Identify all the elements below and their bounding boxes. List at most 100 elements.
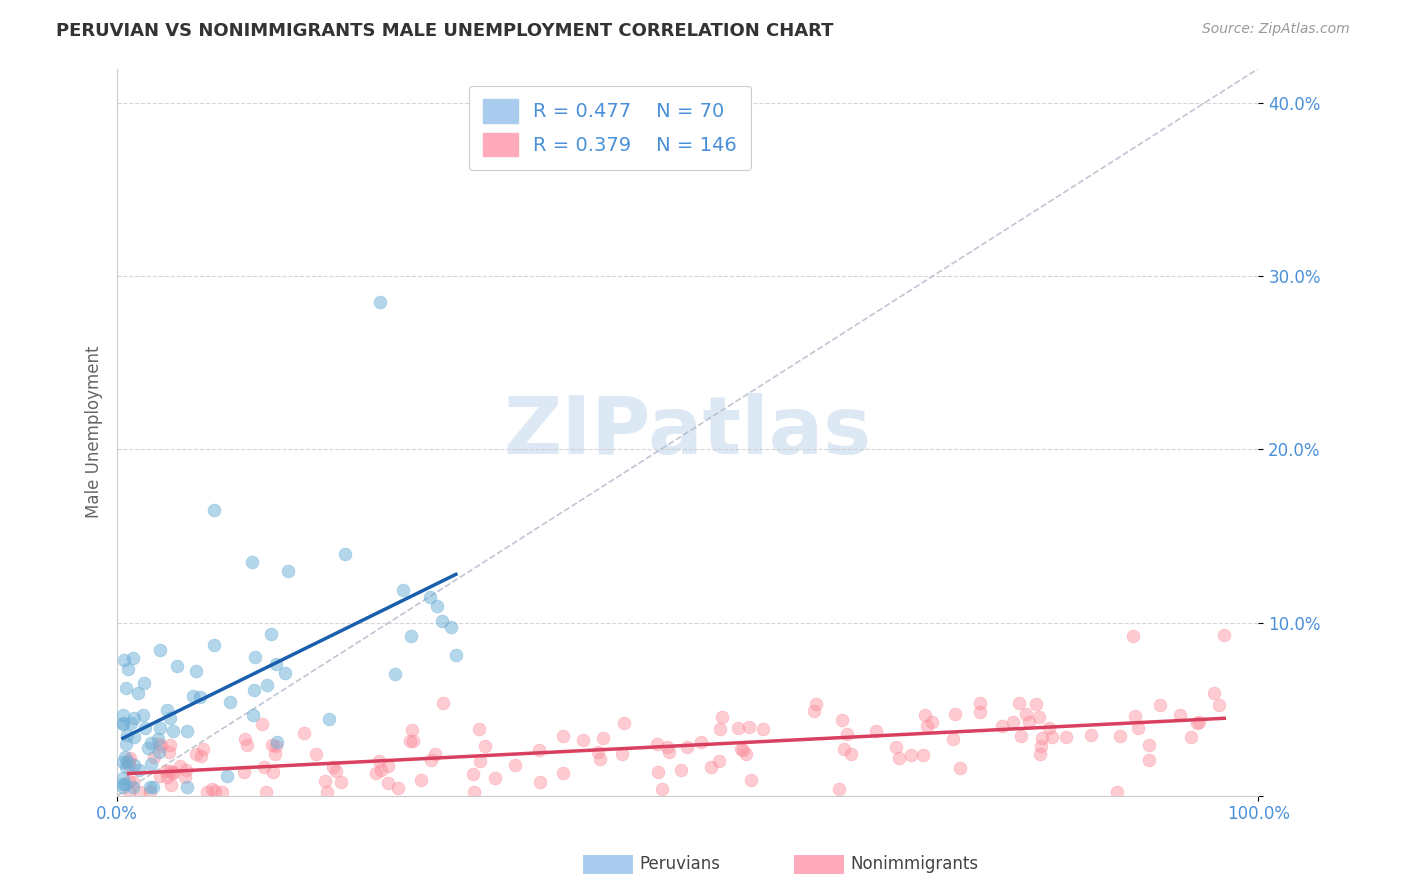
Point [117,758,139,772]
Point [186,747,208,761]
Point [839,747,862,761]
Point [1137,738,1160,752]
Point [142,780,165,794]
Point [1080,728,1102,742]
Point [138,741,160,756]
Point [889,751,911,765]
Text: ZIPatlas: ZIPatlas [503,393,872,471]
Point [392,582,415,597]
Point [917,718,939,732]
Point [969,696,991,710]
Point [188,690,211,705]
Point [274,666,297,681]
Point [990,719,1012,733]
Point [1029,747,1052,762]
Text: Source: ZipAtlas.com: Source: ZipAtlas.com [1202,22,1350,37]
Point [651,781,673,796]
Point [260,738,283,752]
Point [731,742,754,756]
Point [738,720,761,734]
Point [1204,685,1226,699]
Point [831,713,853,727]
Point [613,716,636,731]
Point [730,742,752,756]
Point [884,740,907,755]
Point [115,755,138,769]
Point [484,771,506,785]
Point [900,748,922,763]
Point [159,710,181,724]
Point [368,755,391,769]
Point [134,721,156,735]
Point [120,715,142,730]
Point [333,547,356,561]
Point [292,725,315,739]
Point [150,739,173,753]
Point [647,765,669,780]
Point [155,764,177,778]
Point [253,760,276,774]
Point [139,780,162,794]
Point [162,764,184,779]
Point [128,764,150,778]
Point [1025,697,1047,711]
Point [120,750,142,764]
Point [463,785,485,799]
Point [865,723,887,738]
Point [115,737,138,751]
Point [132,676,155,690]
Point [655,740,678,755]
Point [1168,708,1191,723]
Point [612,747,634,761]
Point [254,785,277,799]
Point [419,591,441,605]
Point [645,737,668,751]
Point [129,785,152,799]
Point [461,767,484,781]
Point [1126,721,1149,735]
Point [669,763,692,777]
Point [122,650,145,665]
Point [112,653,135,667]
Point [201,781,224,796]
Point [176,724,198,739]
Point [132,707,155,722]
Point [329,774,352,789]
Point [401,723,423,737]
Point [592,731,614,745]
Point [1123,709,1146,723]
Point [204,783,226,797]
Point [173,770,195,784]
Point [911,748,934,763]
Point [215,769,238,783]
Point [370,763,392,777]
Point [1137,753,1160,767]
Point [243,649,266,664]
Point [242,708,264,723]
Point [735,747,758,762]
Point [111,780,134,794]
Point [305,747,328,762]
Point [122,775,145,789]
Point [709,723,731,737]
Point [468,754,491,768]
Point [368,295,391,310]
Point [827,782,849,797]
Point [149,643,172,657]
Point [1040,731,1063,745]
Point [159,738,181,752]
Point [264,739,287,754]
Point [700,760,723,774]
Point [752,722,775,736]
Point [117,728,139,742]
Point [942,731,965,746]
Point [467,722,489,736]
Point [277,564,299,578]
Point [1188,715,1211,730]
Point [176,780,198,794]
Point [111,776,134,790]
Point [314,773,336,788]
Point [571,732,593,747]
Point [432,697,454,711]
Point [423,747,446,762]
